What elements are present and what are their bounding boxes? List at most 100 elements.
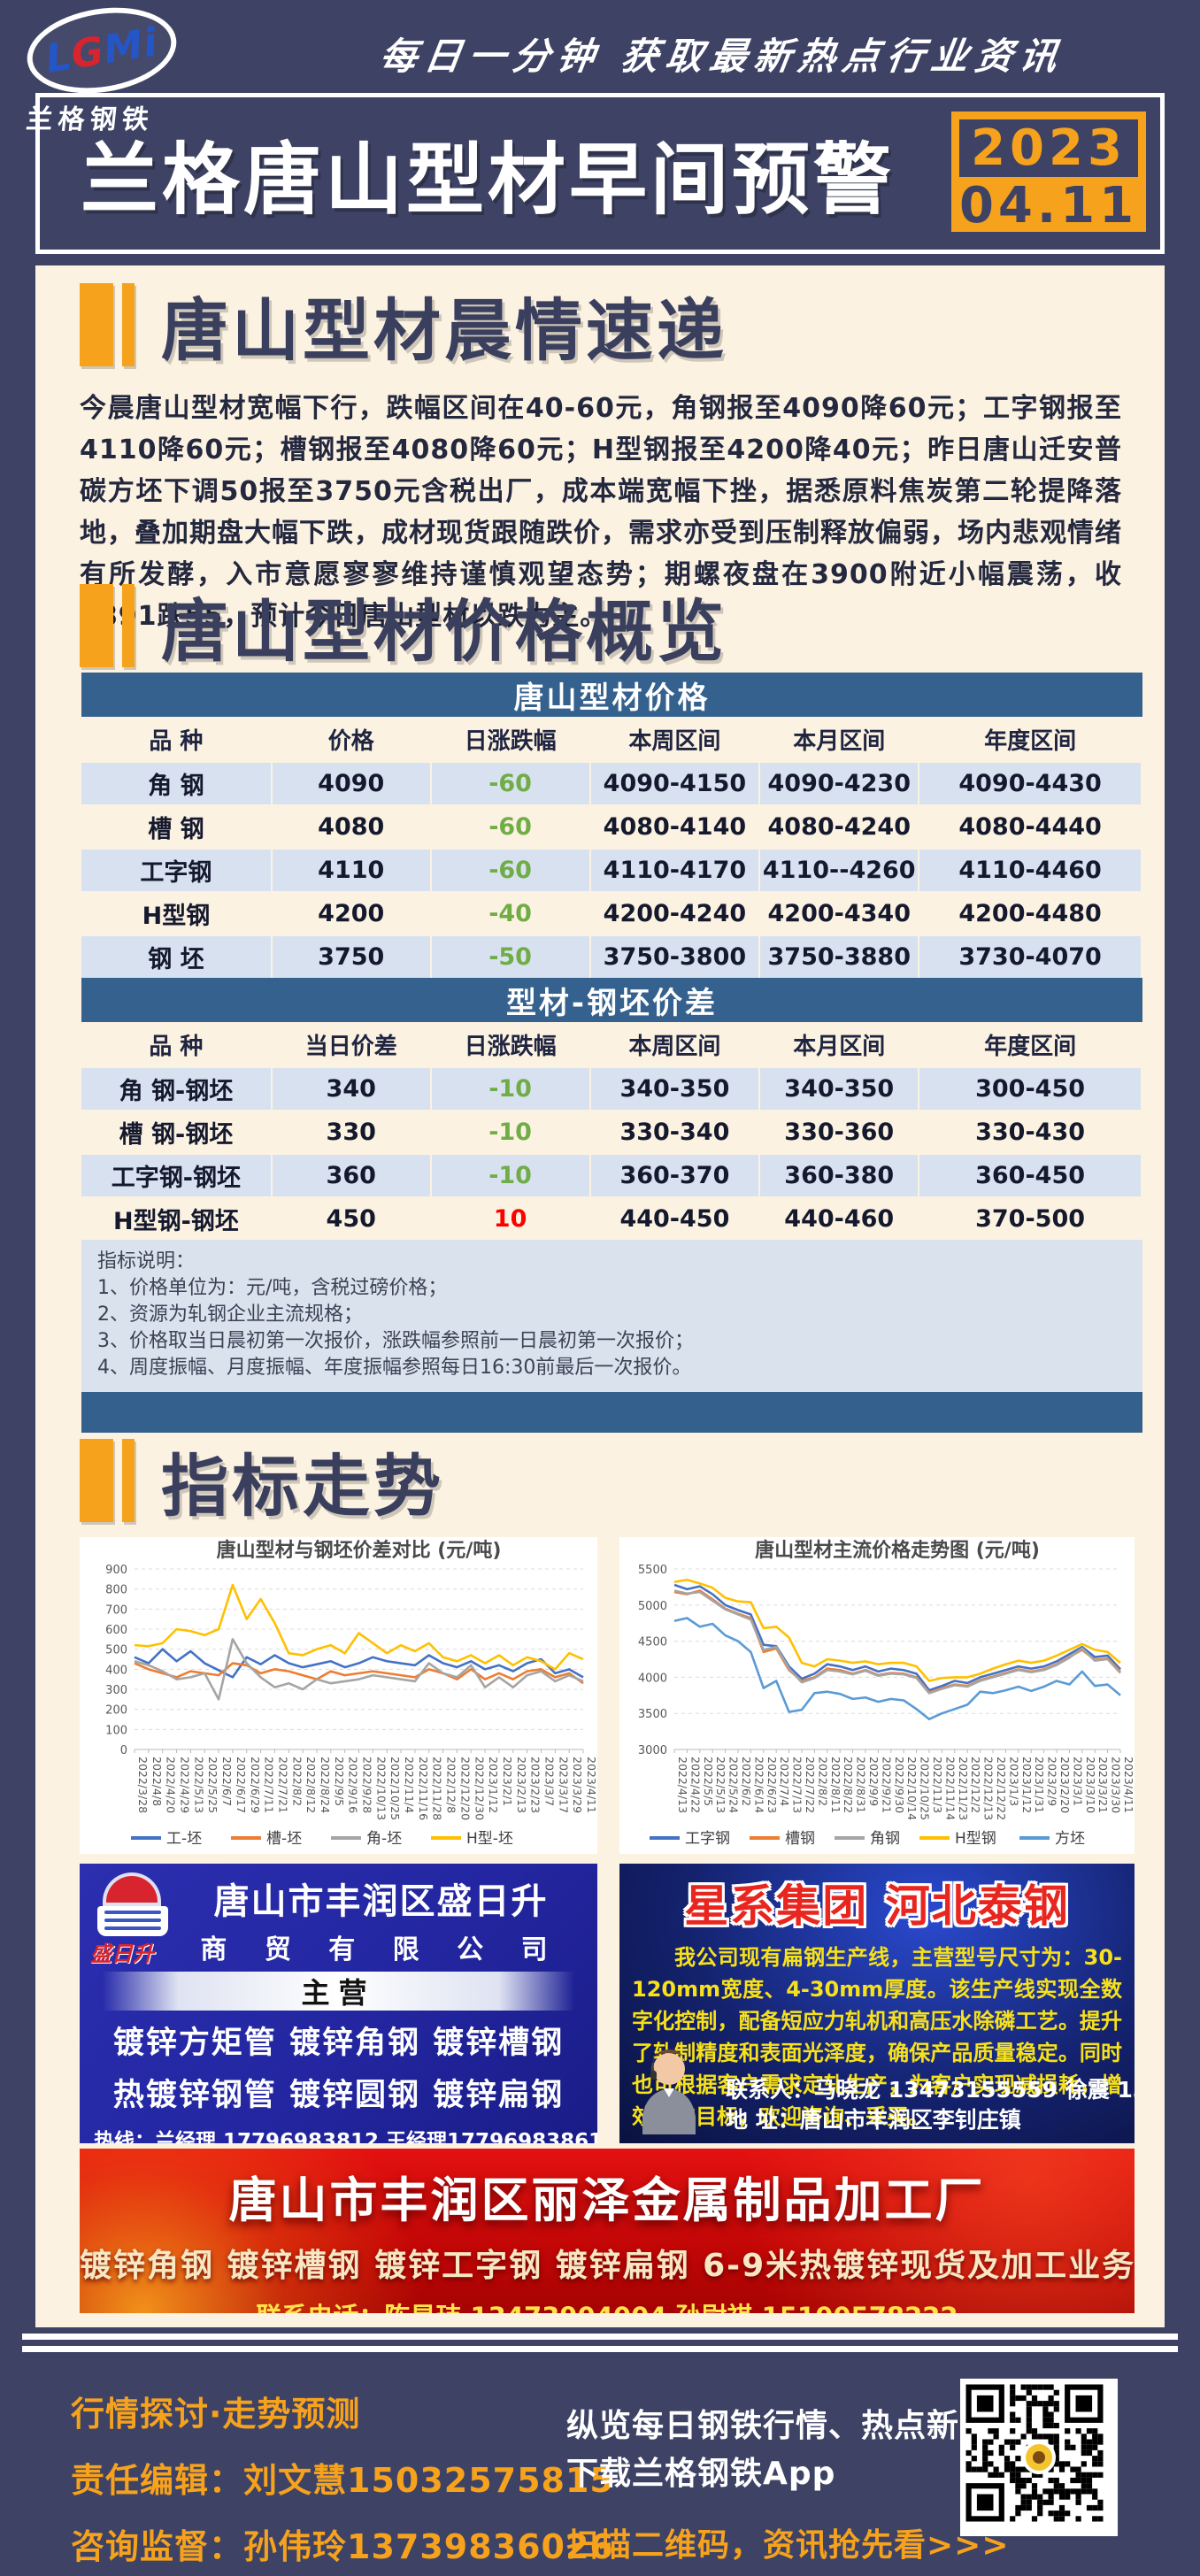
section-heading-trends: 指标走势 [80, 1432, 444, 1529]
table-cell: 3750-3880 [760, 934, 920, 978]
table-cell: 330-430 [919, 1110, 1142, 1153]
ad-address: 地 址：唐山市丰润区李钊庄镇 [726, 2107, 1021, 2133]
table-column-header: 日涨跌幅 [431, 1022, 591, 1066]
table-cell: 4090-4230 [760, 761, 920, 804]
x-tick-label: 2023/1/12 [487, 1757, 500, 1813]
ad-shengrisheng: 盛日升 唐山市丰润区盛日升 商 贸 有 限 公 司 主营 镀锌方矩管 镀锌角钢 … [80, 1864, 597, 2143]
x-tick-label: 2023/2/1 [501, 1757, 514, 1806]
change-cell: -10 [431, 1153, 591, 1196]
svg-text:槽-坯: 槽-坯 [266, 1830, 302, 1848]
x-tick-label: 2022/6/14 [752, 1757, 765, 1813]
svg-text:3500: 3500 [638, 1708, 667, 1721]
x-tick-label: 2022/9/28 [361, 1757, 374, 1813]
table-band-spread: 型材-钢坯价差 [81, 978, 1142, 1022]
table-cell: H型钢 [81, 891, 273, 934]
x-tick-label: 2022/11/14 [943, 1757, 957, 1820]
svg-text:3000: 3000 [638, 1744, 667, 1757]
x-tick-label: 2022/12/13 [982, 1757, 996, 1820]
content-card: 唐山型材晨情速递 今晨唐山型材宽幅下行，跌幅区间在40-60元，角钢报至4090… [35, 265, 1165, 2327]
x-tick-label: 2023/3/7 [542, 1757, 556, 1806]
svg-text:4000: 4000 [638, 1672, 667, 1685]
x-tick-label: 2023/3/29 [571, 1757, 584, 1813]
section-title: 唐山型材价格概览 [161, 592, 727, 671]
indicator-notes: 指标说明： 1、价格单位为：元/吨，含税过磅价格； 2、资源为轧钢企业主流规格；… [81, 1240, 1142, 1392]
change-cell: -60 [431, 761, 591, 804]
footer-promo-line2: 下载兰格钢铁App [566, 2456, 836, 2492]
customer-service-icon [628, 2042, 710, 2138]
x-tick-label: 2023/1/31 [1033, 1757, 1046, 1813]
table-column-header: 品 种 [81, 1022, 273, 1066]
change-cell: -10 [431, 1110, 591, 1153]
table-cell: 4080-4240 [760, 804, 920, 848]
change-cell: -10 [431, 1066, 591, 1110]
spread-trend-chart: 0 100 200 300 400 500 600 700 800 900 唐山型材与钢坯价差对比 … [80, 1537, 598, 1854]
x-tick-label: 2022/6/29 [249, 1757, 262, 1813]
table-column-header: 本周区间 [590, 717, 761, 761]
table-row: 工字钢-钢坯 360 -10 360-370 360-380 360-450 [81, 1153, 1142, 1196]
table-cell: 4090-4430 [919, 761, 1142, 804]
x-tick-label: 2022/8/24 [319, 1757, 332, 1813]
footer-topic: 行情探讨·走势预测 [71, 2395, 361, 2434]
table-column-header: 年度区间 [919, 717, 1142, 761]
svg-text:方坯: 方坯 [1055, 1830, 1085, 1848]
x-tick-label: 2022/7/22 [804, 1757, 817, 1813]
header-slogan: 每日一分钟 获取最新热点行业资讯 [377, 35, 1067, 78]
x-tick-label: 2022/5/24 [727, 1757, 741, 1813]
x-tick-label: 2022/7/4 [778, 1757, 791, 1806]
x-tick-label: 2023/4/11 [1122, 1757, 1135, 1813]
ad-hotline: 热线：兰经理 17796983812 王经理17796983861 [94, 2130, 597, 2143]
title-box: 兰格唐山型材早间预警 2023 04.11 [35, 93, 1165, 254]
price-table-block: 唐山型材价格 品 种价格 日涨跌幅 本周区间 本月区间 年度区间角 钢 4090 -60 40… [81, 673, 1142, 1433]
table-row: 工字钢 4110 -60 4110-4170 4110--4260 4110-4460 [81, 848, 1142, 891]
x-tick-label: 2022/4/22 [688, 1757, 702, 1813]
ad-title: 唐山市丰润区丽泽金属制品加工厂 [228, 2172, 986, 2228]
table-column-header: 品 种 [81, 717, 273, 761]
price-table: 品 种价格 日涨跌幅 本周区间 本月区间 年度区间角 钢 4090 -60 4090-4150… [81, 717, 1142, 978]
x-tick-label: 2022/3/28 [136, 1757, 150, 1813]
x-tick-label: 2022/7/11 [263, 1757, 276, 1813]
table-cell: 340-350 [590, 1066, 761, 1110]
svg-text:唐山型材主流价格走势图 (元/吨): 唐山型材主流价格走势图 (元/吨) [755, 1539, 1040, 1562]
ad-products-line: 热镀锌钢管 镀锌圆钢 镀锌扁钢 [112, 2078, 565, 2113]
x-tick-label: 2022/7/21 [276, 1757, 289, 1813]
ad-company-type: 商 贸 有 限 公 司 [200, 1934, 562, 1965]
svg-text:100: 100 [105, 1724, 127, 1737]
notes-title: 指标说明： [97, 1250, 196, 1273]
table-column-header: 年度区间 [919, 1022, 1142, 1066]
table-cell: 3750-3800 [590, 934, 761, 978]
table-cell: 槽 钢 [81, 804, 273, 848]
table-cell: 4110-4460 [919, 848, 1142, 891]
x-tick-label: 2023/2/23 [529, 1757, 542, 1813]
table-header-row: 品 种当日价差 日涨跌幅 本周区间 本月区间 年度区间 [81, 1022, 1142, 1066]
table-cell: 4110--4260 [760, 848, 920, 891]
heading-bar-icon [80, 283, 113, 366]
note-line: 2、资源为轧钢企业主流规格； [97, 1303, 363, 1326]
svg-text:唐山型材与钢坯价差对比 (元/吨): 唐山型材与钢坯价差对比 (元/吨) [217, 1539, 502, 1562]
series-line [673, 1578, 1121, 1682]
table-cell: 330 [272, 1110, 432, 1153]
table-cell: 440-450 [590, 1196, 761, 1240]
x-tick-label: 2022/10/13 [374, 1757, 388, 1820]
svg-text:300: 300 [105, 1684, 127, 1697]
footer-promo-line1: 纵览每日钢铁行情、热点新闻 [566, 2408, 993, 2444]
x-tick-label: 2022/10/25 [919, 1757, 932, 1820]
ad-lize-banner: 唐山市丰润区丽泽金属制品加工厂 镀锌角钢 镀锌槽钢 镀锌工字钢 镀锌扁钢 6-9… [80, 2149, 1135, 2313]
price-trend-chart: 3000 3500 4000 4500 5000 5500 唐山型材主流价格走势图 (元/吨… [619, 1537, 1135, 1854]
shengrisheng-logo-icon: 盛日升 [90, 1872, 175, 1966]
x-tick-label: 2022/4/8 [150, 1757, 164, 1806]
table-cell: 4080-4440 [919, 804, 1142, 848]
x-tick-label: 2022/12/8 [445, 1757, 458, 1813]
series-line [134, 1638, 584, 1701]
svg-text:工-坯: 工-坯 [166, 1830, 202, 1848]
svg-text:角钢: 角钢 [870, 1830, 900, 1848]
heading-bar-icon [122, 1439, 135, 1522]
heading-bar-icon [80, 1439, 113, 1522]
footer-editor: 责任编辑：刘文慧15032575815 [71, 2461, 614, 2500]
note-line: 4、周度振幅、月度振幅、年度振幅参照每日16:30前最后一次报价。 [97, 1357, 692, 1379]
svg-text:槽钢: 槽钢 [785, 1830, 815, 1848]
svg-text:900: 900 [105, 1564, 127, 1577]
table-cell: 角 钢 [81, 761, 273, 804]
svg-text:600: 600 [105, 1624, 127, 1637]
table-row: 槽 钢 4080 -60 4080-4140 4080-4240 4080-4440 [81, 804, 1142, 848]
table-cell: 4080-4140 [590, 804, 761, 848]
